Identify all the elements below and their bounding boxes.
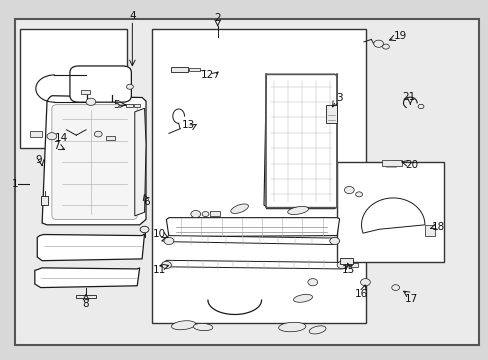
Bar xyxy=(41,196,48,205)
Polygon shape xyxy=(171,321,195,330)
Text: 9: 9 xyxy=(35,155,42,165)
Circle shape xyxy=(417,104,423,109)
Text: 19: 19 xyxy=(393,31,407,41)
Text: 20: 20 xyxy=(405,160,417,170)
Polygon shape xyxy=(308,326,325,334)
Text: 4: 4 xyxy=(129,11,135,21)
Bar xyxy=(381,160,401,166)
Bar xyxy=(20,30,127,148)
Text: 6: 6 xyxy=(143,197,150,207)
Bar xyxy=(188,68,199,71)
Bar xyxy=(210,211,220,216)
Bar xyxy=(76,295,96,298)
Text: 13: 13 xyxy=(182,121,195,130)
Circle shape xyxy=(47,133,57,140)
Circle shape xyxy=(382,44,388,49)
Bar xyxy=(336,162,444,262)
Polygon shape xyxy=(287,207,308,215)
Circle shape xyxy=(190,211,200,218)
Circle shape xyxy=(86,98,96,105)
Bar xyxy=(350,263,357,267)
Circle shape xyxy=(344,186,353,194)
Bar xyxy=(171,67,188,72)
Polygon shape xyxy=(264,74,336,209)
Polygon shape xyxy=(278,322,305,332)
Polygon shape xyxy=(361,198,424,233)
Circle shape xyxy=(360,279,369,286)
Bar xyxy=(152,30,366,323)
Polygon shape xyxy=(166,218,339,237)
Circle shape xyxy=(307,279,317,286)
Text: 21: 21 xyxy=(402,92,415,102)
Circle shape xyxy=(140,226,149,233)
Circle shape xyxy=(329,237,339,244)
Text: 10: 10 xyxy=(153,229,166,239)
Polygon shape xyxy=(293,294,312,302)
Bar xyxy=(134,104,140,107)
Bar xyxy=(105,135,115,140)
Text: 11: 11 xyxy=(153,265,166,275)
Text: 5: 5 xyxy=(113,100,120,110)
Bar xyxy=(339,258,352,264)
Polygon shape xyxy=(37,234,144,261)
Polygon shape xyxy=(159,260,348,269)
Circle shape xyxy=(126,84,133,89)
Text: 14: 14 xyxy=(55,133,68,143)
Text: 3: 3 xyxy=(336,93,342,103)
Text: 17: 17 xyxy=(404,294,417,304)
Polygon shape xyxy=(193,323,212,330)
Text: 7: 7 xyxy=(53,141,60,151)
Bar xyxy=(424,225,434,235)
Text: 15: 15 xyxy=(341,265,354,275)
Polygon shape xyxy=(42,96,146,225)
Circle shape xyxy=(94,131,102,137)
Circle shape xyxy=(373,40,383,47)
Polygon shape xyxy=(135,108,146,216)
Circle shape xyxy=(163,237,173,244)
Circle shape xyxy=(336,261,346,269)
Polygon shape xyxy=(161,235,339,244)
Circle shape xyxy=(391,285,399,291)
Circle shape xyxy=(161,261,171,269)
Text: 8: 8 xyxy=(82,299,89,309)
Text: 16: 16 xyxy=(354,289,367,299)
Bar xyxy=(326,105,336,123)
Circle shape xyxy=(202,212,208,217)
FancyBboxPatch shape xyxy=(70,66,131,102)
Circle shape xyxy=(355,192,362,197)
FancyBboxPatch shape xyxy=(52,105,137,220)
Text: 1: 1 xyxy=(11,179,18,189)
Bar xyxy=(126,104,133,107)
Text: 2: 2 xyxy=(214,13,221,23)
Polygon shape xyxy=(230,204,248,213)
Text: 12: 12 xyxy=(201,70,214,80)
Bar xyxy=(81,90,90,94)
Text: 18: 18 xyxy=(431,222,444,231)
Bar xyxy=(30,131,42,137)
Polygon shape xyxy=(35,268,140,288)
